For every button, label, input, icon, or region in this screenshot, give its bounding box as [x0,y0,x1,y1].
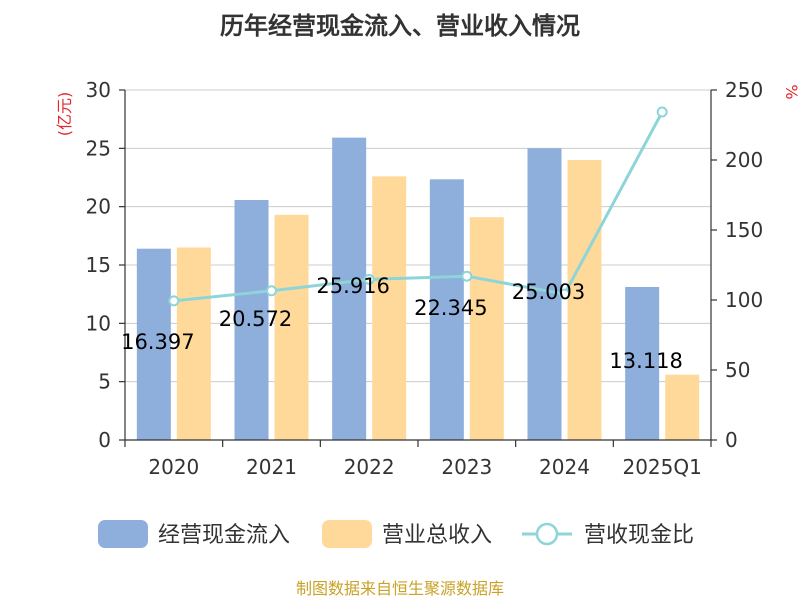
x-tick-label: 2022 [344,455,395,479]
legend: 经营现金流入 营业总收入 营收现金比 [98,520,694,548]
left-tick-label: 30 [86,78,111,102]
right-tick-label: 100 [725,288,763,312]
legend-swatch [98,520,148,548]
right-axis-unit: % [782,84,800,99]
right-tick-label: 200 [725,148,763,172]
bar-value-label: 25.003 [512,280,585,304]
x-tick-label: 2021 [246,455,297,479]
x-tick-label: 2024 [539,455,590,479]
bar-revenue [469,217,504,440]
ratio-point [559,288,570,300]
left-tick-label: 15 [86,253,111,277]
bar-cash-inflow [234,199,269,440]
bar-cash-inflow [625,286,660,440]
legend-label: 经营现金流入 [158,523,290,548]
bars [136,137,700,441]
chart-title: 历年经营现金流入、营业收入情况 [220,12,580,40]
x-tick-label: 2020 [148,455,199,479]
x-tick-label: 2023 [441,455,492,479]
bar-cash-inflow [136,248,171,440]
bar-revenue [176,247,211,440]
bar-value-label: 22.345 [414,296,487,320]
right-tick-label: 50 [725,358,750,382]
bar-cash-inflow [332,137,367,440]
bar-value-label: 13.118 [609,349,682,373]
bar-cash-inflow [527,148,562,440]
left-tick-label: 25 [86,136,111,160]
legend-label: 营业总收入 [382,523,492,548]
ratio-line-path [173,111,664,303]
axes: 0 5 10 15 20 25 30 0 50 100 150 200 250 2020 2021 2022 2… [86,78,764,479]
legend-marker [535,522,559,546]
x-tick-label: 2025Q1 [622,455,701,479]
left-tick-label: 5 [98,370,111,394]
right-tick-label: 250 [725,78,763,102]
data-labels: 16.397 20.572 25.916 22.345 25.003 13.118 [121,274,683,373]
bar-value-label: 20.572 [219,307,292,331]
gridlines [125,89,711,383]
bar-cash-inflow [429,179,464,440]
bar-value-label: 25.916 [316,274,389,298]
left-axis-unit: (亿元) [55,92,74,137]
ratio-point [656,106,668,118]
bar-revenue [372,176,407,441]
bar-revenue [567,160,602,440]
ratio-line [168,106,668,307]
legend-swatch [322,520,372,548]
right-tick-label: 0 [725,428,738,452]
ratio-point [461,270,473,282]
legend-label: 营收现金比 [584,523,694,548]
ratio-point [266,285,277,297]
left-tick-label: 10 [86,311,111,335]
bar-revenue [665,374,700,440]
ratio-point [168,295,180,307]
bar-value-label: 16.397 [121,330,194,354]
right-tick-label: 150 [725,218,763,242]
source-note: 制图数据来自恒生聚源数据库 [296,579,504,598]
bar-revenue [274,214,309,440]
ratio-point [363,273,375,285]
left-tick-label: 0 [98,428,111,452]
left-tick-label: 20 [86,195,111,219]
